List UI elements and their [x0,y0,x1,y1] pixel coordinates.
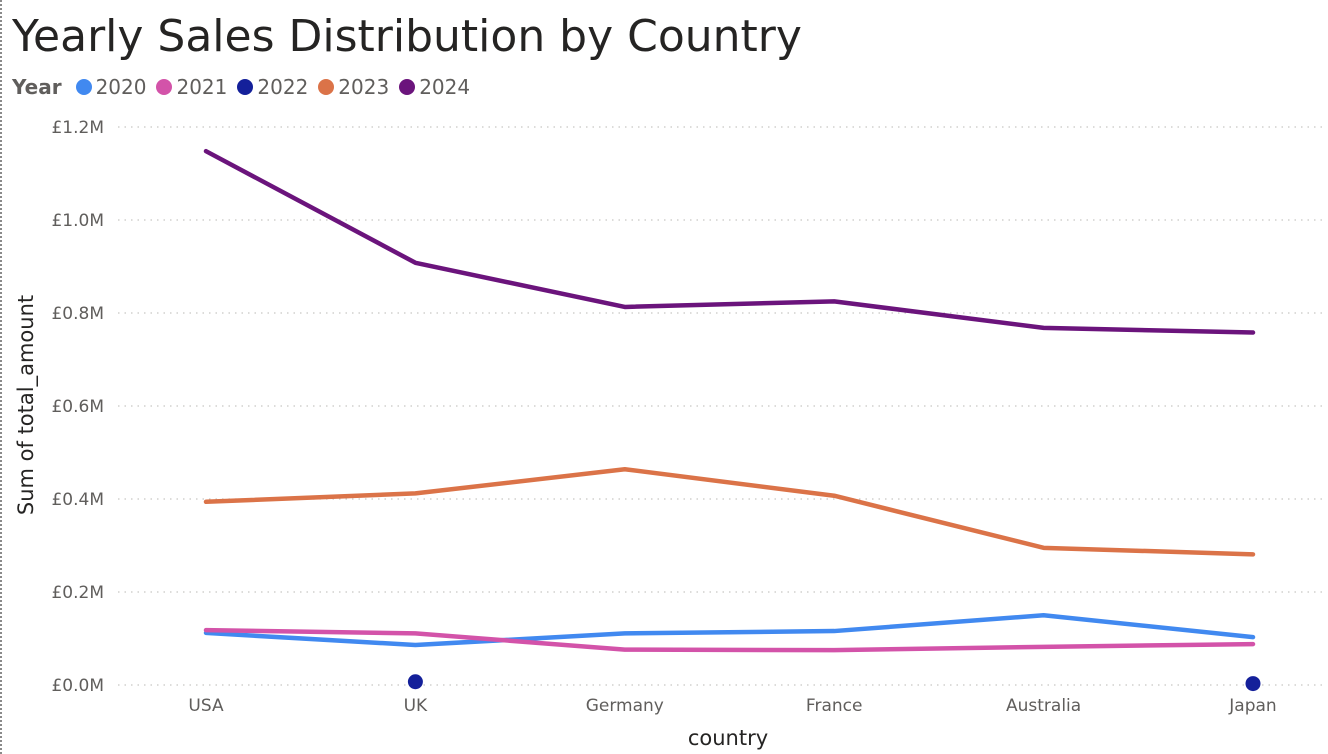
x-tick-label: France [806,696,863,716]
series-lines [203,148,1261,692]
legend-label: 2020 [95,75,147,99]
legend-label: 2021 [176,75,228,99]
x-tick-label: Japan [1228,696,1276,716]
series-2023 [203,466,1256,557]
legend-item-2021[interactable]: 2021 [156,75,227,99]
y-axis: £0.0M £0.2M £0.4M £0.6M £0.8M £1.0M £1.2M [51,118,104,696]
legend-item-2022[interactable]: 2022 [237,75,308,99]
x-tick-label: USA [188,696,224,716]
y-axis-title: Sum of total_amount [14,295,39,515]
legend-title: Year [12,75,62,99]
y-tick-label: £1.2M [51,118,104,138]
series-line [203,148,1256,335]
x-axis: USA UK Germany France Australia Japan [188,696,1276,716]
legend-label: 2024 [419,75,471,99]
legend-label: 2022 [257,75,309,99]
legend-marker-icon [75,79,92,95]
legend: Year 2020 2021 2022 2023 2024 [12,74,480,100]
y-tick-label: £0.0M [51,676,104,696]
legend-marker-icon [399,79,416,95]
x-axis-title: country [688,726,768,750]
legend-marker-icon [237,79,254,95]
series-2024 [203,148,1256,335]
x-tick-label: UK [404,696,428,716]
series-2022 [407,674,1261,692]
legend-label: 2023 [338,75,390,99]
legend-marker-icon [318,79,335,95]
gridlines [118,126,1322,686]
legend-item-2024[interactable]: 2024 [399,75,470,99]
visual-border [0,0,3,754]
legend-marker-icon [156,79,173,95]
y-tick-label: £0.4M [51,490,104,510]
legend-item-2020[interactable]: 2020 [75,75,147,99]
y-tick-label: £0.2M [51,583,104,603]
y-tick-label: £0.6M [51,397,104,417]
series-line [203,627,1256,653]
series-line [203,466,1256,557]
legend-item-2023[interactable]: 2023 [318,75,389,99]
series-2021 [203,627,1256,653]
data-point-marker [407,674,423,690]
data-point-marker [1245,676,1261,692]
y-tick-label: £1.0M [51,211,104,231]
x-tick-label: Germany [586,696,664,716]
y-tick-label: £0.8M [51,304,104,324]
chart-title: Yearly Sales Distribution by Country [12,11,802,62]
series-2020 [203,613,1256,648]
series-line [203,613,1256,648]
x-tick-label: Australia [1006,696,1081,716]
